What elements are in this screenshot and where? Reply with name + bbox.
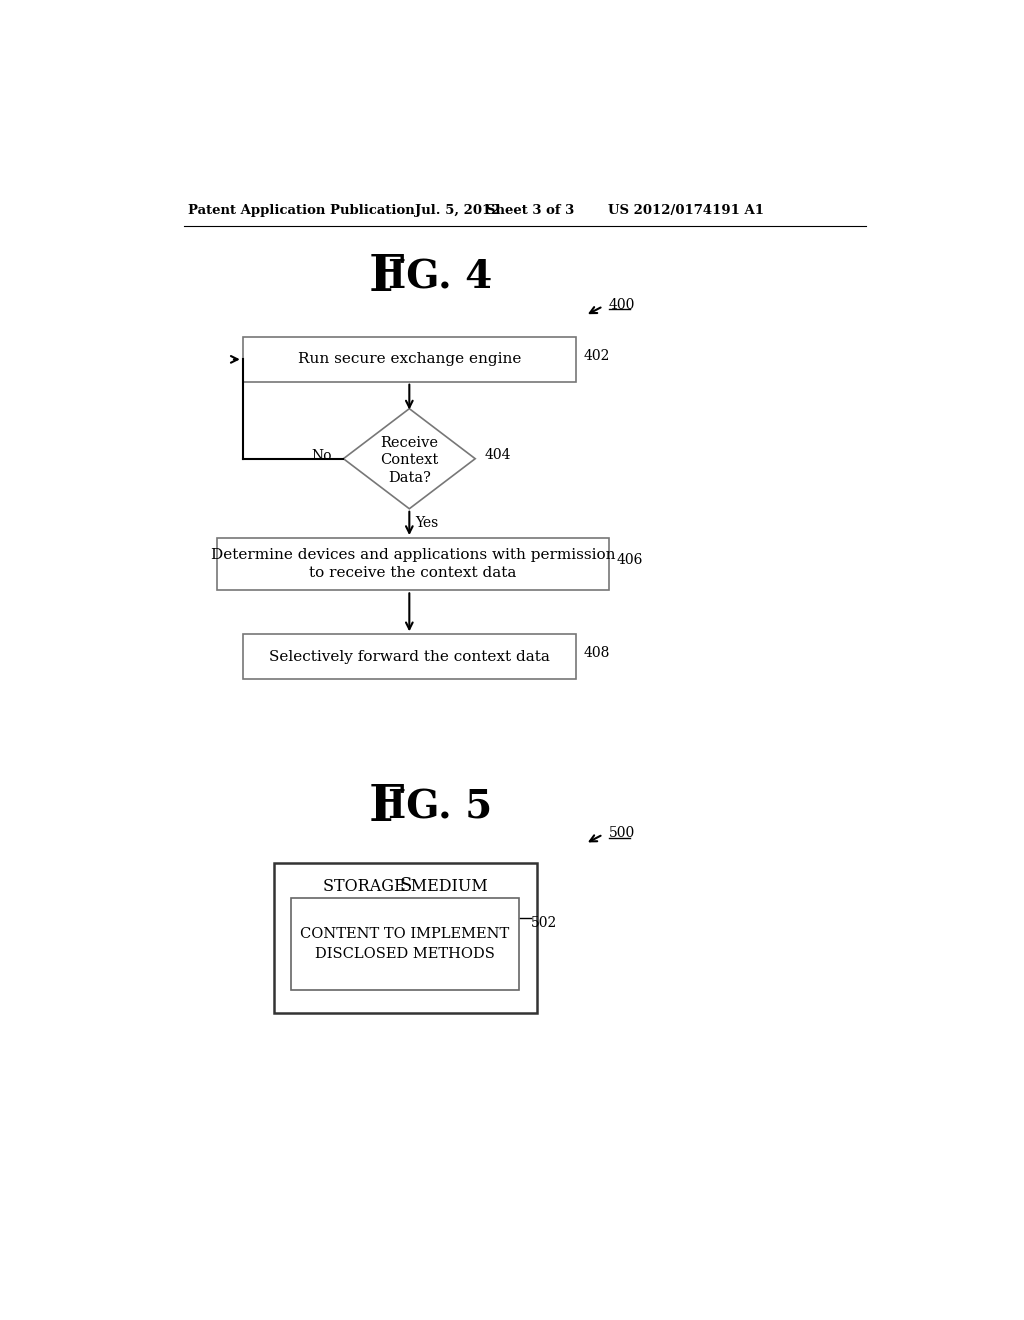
Text: STORAGE MEDIUM: STORAGE MEDIUM xyxy=(324,878,487,895)
Bar xyxy=(273,863,538,1014)
Text: F: F xyxy=(369,783,403,832)
Text: S: S xyxy=(399,876,412,895)
Text: 500: 500 xyxy=(608,826,635,840)
Text: Patent Application Publication: Patent Application Publication xyxy=(188,205,415,218)
Text: Yes: Yes xyxy=(416,516,438,531)
Text: Selectively forward the context data: Selectively forward the context data xyxy=(269,649,550,664)
Text: F: F xyxy=(369,253,403,302)
Text: Receive
Context
Data?: Receive Context Data? xyxy=(380,436,438,484)
Bar xyxy=(243,337,575,381)
Text: Determine devices and applications with permission
to receive the context data: Determine devices and applications with … xyxy=(211,548,615,581)
Text: 402: 402 xyxy=(584,348,610,363)
Text: 406: 406 xyxy=(616,553,643,568)
Text: IG. 4: IG. 4 xyxy=(388,259,493,297)
Text: 502: 502 xyxy=(531,916,557,931)
Text: IG. 5: IG. 5 xyxy=(388,788,493,826)
Text: Run secure exchange engine: Run secure exchange engine xyxy=(298,352,521,367)
Polygon shape xyxy=(343,409,475,508)
Text: No: No xyxy=(311,449,332,463)
Text: 400: 400 xyxy=(608,298,635,312)
Bar xyxy=(291,898,519,990)
Text: CONTENT TO IMPLEMENT
DISCLOSED METHODS: CONTENT TO IMPLEMENT DISCLOSED METHODS xyxy=(300,927,510,961)
Text: 408: 408 xyxy=(584,645,610,660)
Text: Sheet 3 of 3: Sheet 3 of 3 xyxy=(486,205,574,218)
Text: 404: 404 xyxy=(484,447,511,462)
Bar xyxy=(217,539,608,590)
Bar xyxy=(243,635,575,678)
Text: US 2012/0174191 A1: US 2012/0174191 A1 xyxy=(608,205,765,218)
Text: Jul. 5, 2012: Jul. 5, 2012 xyxy=(415,205,501,218)
